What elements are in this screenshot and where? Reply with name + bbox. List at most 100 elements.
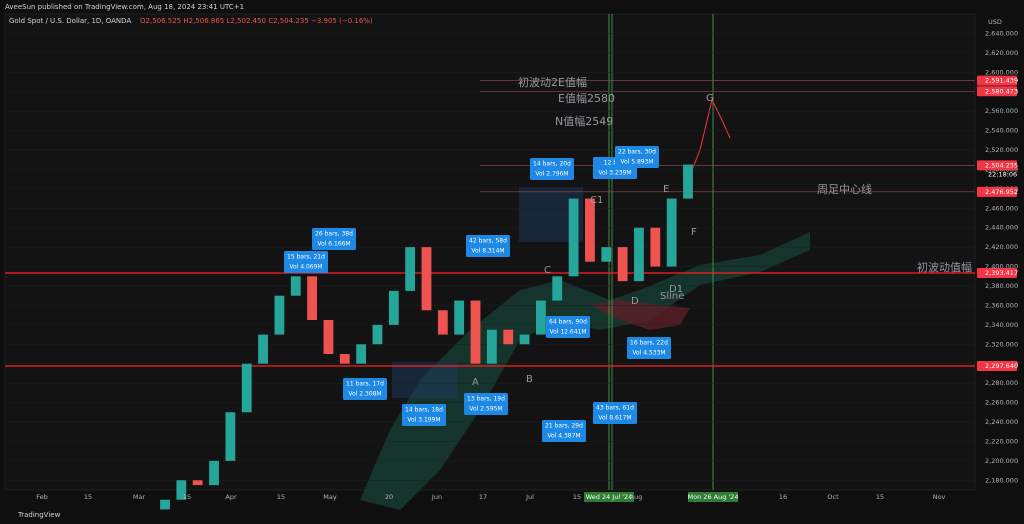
- stats-bars: 42 bars, 58d: [469, 238, 507, 245]
- y-tick-label: 2,600.000: [985, 68, 1018, 76]
- x-tick-label: Apr: [225, 493, 237, 501]
- currency: USD: [988, 18, 1002, 26]
- annotation: 周足中心线: [817, 182, 872, 196]
- candle: [470, 300, 481, 364]
- stats-vol: Vol 4.533M: [632, 350, 665, 357]
- candle: [176, 480, 187, 500]
- annotation: N值幅2549: [555, 115, 613, 128]
- cloud-red: [590, 300, 690, 330]
- time-highlight: [584, 492, 634, 502]
- candle: [666, 198, 677, 267]
- x-tick-label: Feb: [36, 493, 48, 501]
- wave-letter: E: [663, 184, 669, 195]
- y-tick-label: 2,440.000: [985, 224, 1018, 232]
- wave-letter: D1: [669, 284, 683, 295]
- candle: [486, 329, 497, 364]
- y-tick-label: 2,520.000: [985, 146, 1018, 154]
- candle: [683, 164, 693, 199]
- x-tick-label: Mar: [133, 493, 146, 501]
- candle: [388, 290, 399, 325]
- price-tag: [977, 361, 1017, 372]
- wave-letter: G: [706, 93, 714, 104]
- stats-box: [530, 158, 574, 180]
- publisher: AveeSun published on TradingView.com, Au…: [5, 3, 244, 11]
- y-tick-label: 2,400.000: [985, 263, 1018, 271]
- stats-bars: 26 bars, 38d: [315, 231, 353, 238]
- candle: [519, 334, 530, 345]
- stats-bars: 64 bars, 90d: [549, 319, 587, 326]
- candle: [323, 320, 334, 354]
- stats-bars: 16 bars, 22d: [630, 340, 668, 347]
- x-tick-label: Jun: [431, 493, 442, 501]
- y-tick-label: 2,620.000: [985, 49, 1018, 57]
- stats-vol: Vol 8.314M: [471, 248, 504, 255]
- stats-bars: 15 bars, 21d: [287, 254, 325, 261]
- stats-vol: Vol 4.069M: [289, 264, 322, 271]
- y-tick-label: 2,540.000: [985, 127, 1018, 135]
- candle: [241, 363, 252, 413]
- candle: [568, 198, 579, 277]
- countdown: 22:18:06: [988, 170, 1017, 178]
- stats-vol: Vol 3.239M: [598, 170, 631, 177]
- stats-box: [312, 228, 356, 250]
- candle: [454, 300, 465, 335]
- stats-vol: Vol 8.617M: [598, 415, 631, 422]
- price-tag-label: 2,393.417: [985, 269, 1018, 277]
- x-tick-label: 20: [385, 493, 393, 501]
- wave-letter: Sline: [660, 291, 684, 302]
- x-tick-label: Nov: [933, 493, 946, 501]
- ohlc: O2,506.525 H2,506.865 L2,502.450 C2,504.…: [140, 17, 373, 25]
- y-tick-label: 2,200.000: [985, 457, 1018, 465]
- stats-box: [627, 337, 671, 359]
- stats-vol: Vol 12.641M: [549, 329, 586, 336]
- y-tick-label: 2,460.000: [985, 204, 1018, 212]
- price-tag: [977, 267, 1017, 278]
- x-tick-label: May: [323, 493, 337, 501]
- x-tick-label: 17: [479, 493, 487, 501]
- y-tick-label: 2,380.000: [985, 282, 1018, 290]
- candle: [536, 300, 546, 335]
- footer: TradingView: [17, 511, 61, 519]
- wave-letter: C: [544, 265, 551, 276]
- candle: [258, 334, 268, 364]
- x-tick-label: 15: [84, 493, 92, 501]
- price-tag: [977, 75, 1017, 86]
- stats-bars: 21 bars, 29d: [545, 423, 583, 430]
- candle: [307, 276, 317, 320]
- wave-letter: A: [472, 377, 479, 388]
- stats-vol: Vol 5.893M: [620, 159, 653, 166]
- x-tick-label: Jul: [525, 493, 534, 501]
- stats-vol: Vol 2.595M: [469, 406, 502, 413]
- y-tick-label: 2,260.000: [985, 399, 1018, 407]
- x-tick-label: 15: [876, 493, 884, 501]
- y-tick-label: 2,420.000: [985, 243, 1018, 251]
- price-tag-label: 2,580.473: [985, 87, 1018, 95]
- price-tag-label: 2,476.952: [985, 188, 1018, 196]
- y-tick-label: 2,280.000: [985, 379, 1018, 387]
- price-tag: [977, 186, 1017, 197]
- y-tick-label: 2,240.000: [985, 418, 1018, 426]
- candle: [339, 354, 350, 364]
- candle: [503, 329, 514, 345]
- stats-box: [284, 251, 328, 273]
- stats-box: [593, 402, 637, 424]
- x-tick-label: Mon 26 Aug '24: [688, 493, 739, 501]
- candle: [617, 247, 628, 282]
- stats-bars: 11 bars, 17d: [346, 381, 384, 388]
- y-tick-label: 2,220.000: [985, 437, 1018, 445]
- wave-letter: C1: [590, 195, 603, 206]
- x-tick-label: 15: [183, 493, 191, 501]
- candle: [421, 247, 432, 311]
- projection-arrow: [687, 98, 731, 181]
- stats-vol: Vol 2.308M: [348, 391, 381, 398]
- stats-bars: 14 bars, 20d: [533, 161, 571, 168]
- stats-box: [464, 393, 508, 415]
- stats-bars: 13 bars, 19d: [467, 396, 505, 403]
- price-tag: [977, 86, 1017, 97]
- x-tick-label: Wed 24 Jul '24: [586, 493, 633, 501]
- annotation: 初波动值幅: [917, 260, 972, 274]
- range-box: [392, 362, 457, 398]
- price-tag: [977, 160, 1017, 171]
- x-tick-label: 16: [779, 493, 787, 501]
